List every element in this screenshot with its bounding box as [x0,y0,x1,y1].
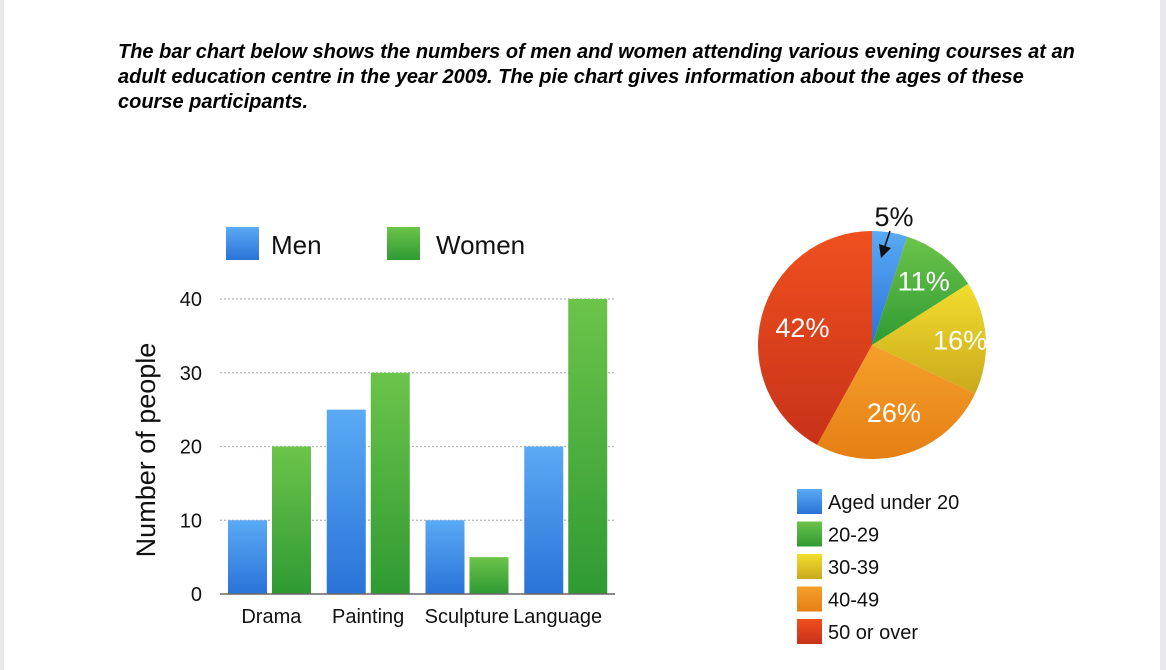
bar-women-language [568,299,608,594]
legend-label-men: Men [271,230,322,260]
pie-legend-label: Aged under 20 [828,492,959,514]
pie-slice-0 [872,231,908,345]
y-axis-label: Number of people [131,343,161,558]
pie-legend-swatch [797,521,822,547]
pie-legend-label: 50 or over [828,622,918,644]
y-tick-label: 10 [180,510,202,532]
legend-swatch-men [226,227,259,260]
x-tick-label: Sculpture [425,606,510,628]
x-tick-label: Drama [241,606,302,628]
bar-men-drama [228,520,267,594]
y-tick-labels: 0 10 20 30 40 [180,289,202,606]
bar-women-drama [272,446,311,594]
pie-slice-3 [817,345,976,459]
y-tick-label: 0 [191,584,202,606]
pie-label: 11% [898,266,950,296]
pie-slice-1 [872,236,969,345]
bar-men-sculpture [425,520,465,594]
legend-swatch-women [387,227,420,260]
pie-label: 42% [775,313,829,343]
legend-label-women: Women [436,230,525,260]
pie-slices [758,231,986,459]
y-tick-label: 20 [180,437,202,459]
bar-men-painting [326,409,366,594]
pie-legend-swatch [797,554,822,579]
pie-callout-arrow [878,230,892,259]
pie-legend: Aged under 20 20-29 30-39 40-49 50 or over [797,489,959,644]
x-tick-labels: Drama Painting Sculpture Language [241,606,602,628]
x-tick-label: Painting [332,606,404,628]
bar-men-language [524,446,564,594]
intro-text: The bar chart below shows the numbers of… [118,41,1075,113]
pie-legend-label: 30-39 [828,557,879,579]
y-tick-label: 30 [180,363,202,385]
y-tick-label: 40 [180,289,202,311]
bar-women-sculpture [469,557,509,594]
bar-marks [228,299,608,594]
pie-legend-swatch [797,586,822,612]
bar-women-painting [370,372,410,594]
pie-legend-label: 40-49 [828,590,879,612]
x-tick-label: Language [513,606,602,628]
bar-chart: Number of people 0 10 20 30 40 Drama Painting… [131,227,615,628]
pie-labels: 11% 16% 26% 42% [775,266,987,428]
pie-legend-label: 20-29 [828,525,879,547]
pie-slice-2 [872,283,986,394]
pie-slice-4 [758,231,872,445]
pie-label-under20: 5% [874,202,913,232]
pie-legend-swatch [797,489,822,514]
pie-label: 16% [933,326,987,356]
pie-chart: 11% 16% 26% 42% 5% Aged under 20 20-29 30-39 4… [758,202,987,644]
pie-legend-swatch [797,619,822,644]
pie-label: 26% [867,398,921,428]
